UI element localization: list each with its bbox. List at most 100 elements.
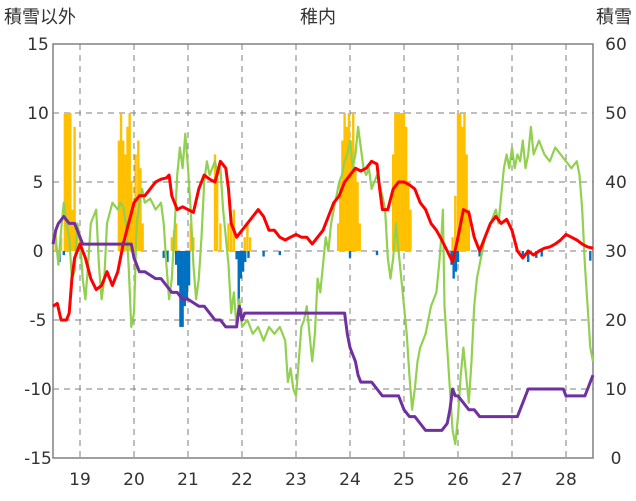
left-tick-3: 0 [33, 242, 44, 262]
precip_bars-bar-6 [179, 251, 182, 327]
precip_bars-bar-27 [527, 251, 530, 263]
x-tick-1: 20 [123, 470, 145, 490]
snowfall_bars-bar-5 [69, 113, 72, 251]
snowfall_bars-bar-6 [71, 209, 74, 251]
snowfall_bars-bar-34 [246, 223, 249, 251]
snowfall_bars-bar-3 [65, 113, 68, 251]
precip_bars-bar-3 [166, 251, 169, 263]
snowfall_bars-bar-61 [463, 113, 466, 251]
snowfall_bars-bar-20 [139, 168, 142, 251]
snowfall_bars-bar-59 [458, 113, 462, 251]
snowfall_bars-bar-29 [219, 223, 222, 251]
snowfall_bars-bar-35 [248, 237, 252, 251]
snowfall_bars-bar-63 [467, 209, 470, 251]
snowfall_bars-bar-47 [392, 154, 395, 251]
precip_bars-bar-20 [375, 251, 379, 256]
precip_bars-bar-8 [183, 251, 186, 307]
x-tick-labels: 19 20 21 22 23 24 25 26 27 28 [69, 470, 577, 490]
right-tick-5: 50 [605, 104, 627, 124]
right-axis-label: 積雪 [596, 7, 632, 28]
snowfall_bars-bar-36 [336, 223, 340, 251]
precip_bars-bar-23 [454, 251, 458, 272]
precip_bars-bar-16 [247, 251, 250, 258]
left-tick-2: -5 [30, 311, 47, 331]
snowfall_bars-bar-37 [339, 182, 342, 251]
snowfall_bars-bar-54 [407, 182, 410, 251]
snowfall_bars-bar-33 [243, 237, 246, 251]
precip_bars-bar-26 [521, 251, 524, 257]
x-tick-0: 19 [69, 470, 91, 490]
left-tick-5: 10 [27, 104, 49, 124]
x-tick-8: 27 [501, 470, 523, 490]
snowfall_bars-bar-43 [352, 113, 355, 251]
snowfall_bars-bar-12 [122, 140, 125, 251]
precip_bars-bar-17 [262, 251, 265, 257]
snowfall_bars-bar-22 [170, 237, 173, 251]
snowfall_bars-bar-27 [213, 154, 217, 251]
snowfall_bars-bar-30 [227, 223, 230, 251]
snowfall_bars-bar-21 [141, 223, 144, 251]
snowfall_bars-bar-31 [230, 216, 233, 251]
left-tick-1: -10 [24, 380, 52, 400]
x-tick-4: 23 [285, 470, 307, 490]
right-tick-6: 60 [605, 35, 627, 55]
precip_bars-bar-30 [589, 251, 592, 261]
precip_bars-bar-5 [177, 251, 180, 286]
right-tick-3: 30 [605, 242, 627, 262]
left-tick-0: -15 [24, 449, 52, 469]
snowfall_bars-bar-17 [132, 209, 135, 251]
precip_bars-bar-2 [162, 251, 165, 258]
snowfall_bars-bar-46 [358, 223, 361, 251]
precip_bars-bar-11 [235, 251, 238, 260]
precip_bars-bar-15 [244, 251, 247, 263]
temperature-line [52, 159, 594, 322]
x-tick-7: 26 [447, 470, 469, 490]
left-tick-4: 5 [33, 173, 44, 193]
snowfall_bars-bar-10 [117, 140, 121, 251]
x-tick-9: 28 [555, 470, 577, 490]
precip_bars-bar-7 [181, 251, 184, 327]
snowfall_bars-bar-55 [409, 209, 412, 251]
snowfall_bars-bar-53 [404, 126, 408, 251]
right-tick-2: 20 [605, 311, 627, 331]
snowfall_bars-bar-24 [174, 223, 178, 251]
snowfall_bars-bar-42 [349, 140, 353, 251]
snowfall_bars-bar-38 [341, 140, 344, 251]
snow_depth-line [51, 215, 595, 432]
snowfall_bars-bar-44 [354, 168, 357, 251]
precip_bars-bar-19 [348, 251, 352, 258]
precip_bars-bar-13 [239, 251, 243, 279]
snowfall_bars-bar-41 [347, 113, 351, 251]
snowfall_bars-bar-28 [215, 168, 219, 251]
line-layer [51, 125, 595, 446]
precip_bars-bar-14 [241, 251, 245, 272]
snowfall_bars-bar-62 [465, 154, 468, 251]
snowfall_bars-bar-58 [456, 113, 460, 251]
precip_bars-bar-24 [456, 251, 460, 263]
precip_bars-bar-10 [187, 251, 191, 286]
snowfall_bars-bar-13 [124, 154, 127, 251]
right-tick-1: 10 [605, 380, 627, 400]
right-tick-0: 0 [611, 449, 622, 469]
precip_bars-bar-22 [452, 251, 455, 279]
snowfall_bars-bar-7 [73, 126, 76, 251]
x-tick-2: 21 [177, 470, 199, 490]
snowfall_bars-bar-11 [119, 113, 123, 251]
snowfall_bars-bar-40 [345, 126, 348, 251]
right-tick-4: 40 [605, 173, 627, 193]
snowfall_bars-bar-4 [66, 113, 70, 251]
snowfall_bars-bar-60 [461, 126, 464, 251]
snowfall_bars-bar-14 [126, 126, 129, 251]
left-axis-label: 積雪以外 [4, 7, 76, 28]
right-tick-labels: 0 10 20 30 40 50 60 [605, 35, 627, 469]
precip_bars-bar-25 [478, 251, 481, 257]
snowfall_bars-bar-15 [128, 113, 131, 251]
precip_bars-bar-29 [540, 251, 543, 257]
left-tick-6: 15 [27, 35, 49, 55]
x-tick-5: 24 [339, 470, 361, 490]
precip_bars-bar-18 [278, 251, 281, 256]
precip_bars-bar-9 [185, 251, 189, 300]
precip_bars-bar-1 [62, 251, 65, 256]
snowfall_bars-bar-48 [394, 113, 397, 251]
